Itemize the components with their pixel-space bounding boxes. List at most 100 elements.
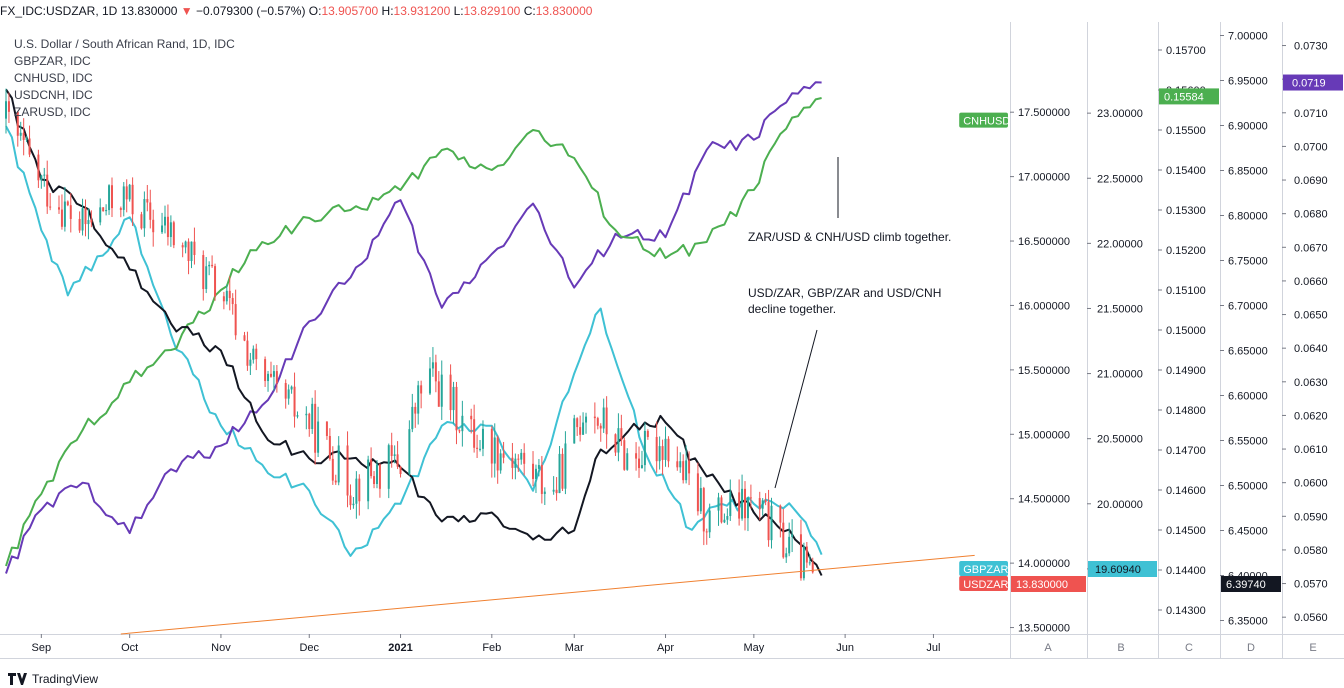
price-tick-label: 21.50000	[1097, 303, 1143, 315]
candle-body	[614, 434, 617, 453]
candle-body	[767, 502, 770, 541]
candle-body	[408, 429, 411, 475]
candle-body	[267, 373, 270, 382]
usdzar-price-label: 13.830000	[1016, 579, 1068, 591]
pane-letter-label[interactable]: D	[1247, 642, 1255, 654]
candle-body	[414, 406, 417, 414]
usdzar-candles	[5, 88, 814, 581]
price-tick-label: 6.95000	[1228, 76, 1268, 88]
pane-letter-label[interactable]: C	[1185, 642, 1193, 654]
price-tick-label: 0.0560	[1294, 612, 1328, 624]
annotation-decline-text: USD/ZAR, GBP/ZAR and USD/CNH	[748, 286, 941, 300]
price-tick-label: 0.15200	[1166, 245, 1206, 257]
price-tick-label: 0.0580	[1294, 545, 1328, 557]
candle-body	[502, 453, 505, 458]
legend-item-usdcnh[interactable]: USDCNH, IDC	[14, 88, 93, 102]
price-tick-label: 0.14700	[1166, 445, 1206, 457]
price-tick-label: 0.14400	[1166, 565, 1206, 577]
candle-body	[37, 154, 40, 181]
candle-body	[782, 522, 785, 558]
price-tick-label: 0.0670	[1294, 242, 1328, 254]
candle-body	[66, 201, 69, 206]
candle-body	[579, 427, 582, 435]
candle-body	[534, 468, 537, 479]
candle-body	[205, 266, 208, 290]
candle-body	[746, 497, 749, 519]
price-tick-label: 14.500000	[1018, 494, 1070, 506]
candle-body	[770, 505, 773, 541]
price-tick-label: 0.15700	[1166, 45, 1206, 57]
last-price: 13.830000	[120, 4, 178, 18]
candle-body	[370, 459, 373, 477]
legend-item-gbpzar[interactable]: GBPZAR, IDC	[14, 54, 91, 68]
usdzar-series-tag-bg	[959, 576, 1008, 591]
candle-body	[452, 386, 455, 411]
legend-item-usdzar[interactable]: U.S. Dollar / South African Rand, 1D, ID…	[14, 37, 235, 51]
legend-item-zarusd[interactable]: ZARUSD, IDC	[14, 105, 91, 119]
candle-body	[708, 510, 711, 533]
price-tick-label: 15.000000	[1018, 429, 1070, 441]
candle-body	[249, 359, 252, 366]
candle-body	[449, 374, 452, 411]
candle-body	[593, 416, 596, 419]
candle-body	[729, 492, 732, 517]
price-chart[interactable]: 17.500000 17.000000 16.500000 16.000000 15.5…	[0, 0, 1344, 670]
candle-body	[676, 461, 679, 468]
price-tick-label: 0.0700	[1294, 141, 1328, 153]
candle-body	[532, 463, 535, 479]
candle-body	[490, 428, 493, 464]
candle-body	[493, 437, 496, 464]
price-tick-label: 22.50000	[1097, 173, 1143, 185]
candle-body	[264, 359, 267, 382]
price-tick-label: 0.14600	[1166, 485, 1206, 497]
price-tick-label: 6.65000	[1228, 346, 1268, 358]
pane-letter-label[interactable]: B	[1117, 642, 1124, 654]
candle-body	[473, 419, 476, 448]
candle-body	[108, 185, 111, 211]
price-tick-label: 0.0640	[1294, 343, 1328, 355]
candle-body	[169, 222, 172, 238]
candle-body	[723, 519, 726, 523]
candle-body	[555, 489, 558, 494]
candle-body	[181, 245, 184, 248]
candle-body	[290, 386, 293, 390]
price-tick-label: 0.0630	[1294, 377, 1328, 389]
candle-body	[211, 264, 214, 267]
candle-body	[349, 495, 352, 506]
price-tick-label: 0.0600	[1294, 478, 1328, 490]
annotation-decline-text: decline together.	[748, 302, 836, 316]
candle-body	[561, 453, 564, 489]
candle-body	[110, 185, 113, 209]
cnhusd-price-label-bg	[1159, 88, 1219, 105]
candle-body	[284, 383, 287, 399]
candle-body	[417, 385, 420, 414]
candle-body	[390, 445, 393, 456]
zarusd-price-label: 0.0719	[1292, 78, 1326, 90]
candle-body	[620, 428, 623, 441]
tradingview-logo[interactable]: TradingView	[8, 672, 98, 686]
pane-letter-label[interactable]: A	[1044, 642, 1052, 654]
symbol-name[interactable]: FX_IDC:USDZAR, 1D	[0, 4, 118, 18]
candle-body	[437, 381, 440, 407]
candle-body	[275, 371, 278, 384]
candle-body	[540, 465, 543, 494]
candle-body	[375, 464, 378, 485]
pane-letter-label[interactable]: E	[1309, 642, 1316, 654]
candle-body	[25, 138, 28, 140]
candle-body	[679, 461, 682, 468]
candle-body	[308, 413, 311, 429]
candle-body	[296, 415, 299, 417]
candle-body	[49, 206, 52, 208]
legend-item-cnhusd[interactable]: CNHUSD, IDC	[14, 71, 93, 85]
candle-body	[758, 498, 761, 509]
candle-body	[481, 428, 484, 449]
candle-body	[517, 458, 520, 460]
candle-body	[699, 488, 702, 512]
open-label: O:	[308, 4, 322, 18]
candle-body	[90, 220, 93, 223]
candle-body	[7, 101, 10, 112]
candle-body	[43, 174, 46, 176]
candle-body	[661, 446, 664, 460]
candle-body	[172, 222, 175, 246]
candle-body	[102, 207, 105, 212]
